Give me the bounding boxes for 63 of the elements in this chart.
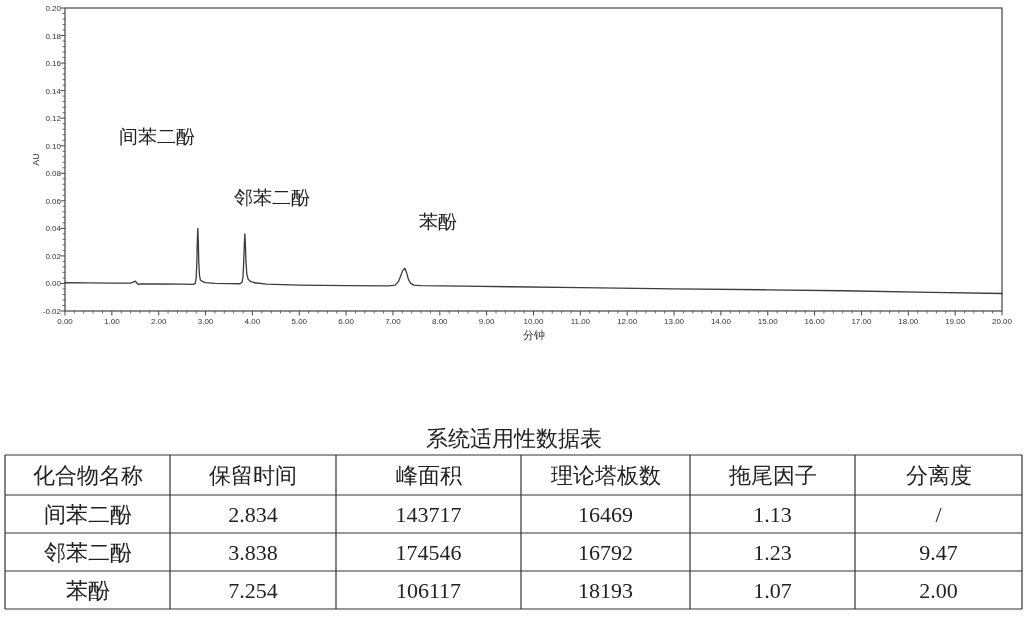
y-tick-label: 0.12 bbox=[45, 114, 62, 124]
category-label: 保留时间 bbox=[209, 462, 297, 488]
text: 系统适用性数据表 bbox=[425, 425, 602, 451]
x-axis-title: 分钟 bbox=[522, 329, 545, 341]
text: 化合物名称 bbox=[32, 462, 143, 488]
text: 3.838 bbox=[228, 539, 278, 565]
x-tick-label: 1.00 bbox=[104, 317, 121, 326]
annotation: 苯酚 bbox=[418, 211, 457, 233]
x-tick-label: 5.00 bbox=[291, 317, 308, 326]
y-tick-label: 0.10 bbox=[45, 141, 62, 151]
text: 16792 bbox=[578, 539, 633, 565]
text: 9.47 bbox=[919, 539, 958, 565]
text: 1.07 bbox=[753, 577, 792, 603]
text: 174546 bbox=[395, 539, 462, 565]
category-label: 邻苯二酚 bbox=[43, 539, 132, 565]
y-tick-label: 0.20 bbox=[45, 4, 62, 13]
x-tick-label: 15.00 bbox=[757, 317, 779, 326]
category-label: 峰面积 bbox=[395, 462, 462, 488]
y-tick-label: -0.02 bbox=[42, 307, 62, 316]
category-label: 拖尾因子 bbox=[727, 462, 817, 488]
text: 16469 bbox=[578, 501, 633, 527]
x-tick-label: 6.00 bbox=[338, 317, 355, 326]
text: 2.00 bbox=[919, 577, 958, 603]
text: 1.13 bbox=[753, 501, 792, 527]
x-tick-label: 14.00 bbox=[710, 317, 732, 326]
x-tick-label: 20.00 bbox=[991, 317, 1013, 326]
category-label: 间苯二酚 bbox=[43, 501, 132, 527]
annotation: 邻苯二酚 bbox=[233, 187, 310, 209]
y-tick-label: 0.02 bbox=[45, 251, 62, 261]
annotation: 间苯二酚 bbox=[118, 125, 195, 147]
x-tick-label: 9.00 bbox=[478, 317, 495, 326]
text: 143717 bbox=[395, 501, 462, 527]
x-tick-label: 3.00 bbox=[197, 317, 214, 326]
y-axis-title: AU bbox=[31, 153, 41, 166]
x-tick-label: 0.00 bbox=[57, 317, 74, 326]
x-tick-label: 8.00 bbox=[432, 317, 449, 326]
x-tick-label: 16.00 bbox=[804, 317, 826, 326]
category-label: 苯酚 bbox=[65, 577, 110, 603]
text: / bbox=[935, 501, 942, 527]
x-tick-label: 10.00 bbox=[523, 317, 545, 326]
text: 18193 bbox=[578, 577, 633, 603]
category-label: 分离度 bbox=[905, 462, 972, 488]
category-label: 理论塔板数 bbox=[550, 462, 661, 488]
x-tick-label: 19.00 bbox=[945, 317, 966, 326]
x-tick-label: 11.00 bbox=[570, 317, 591, 326]
x-tick-label: 4.00 bbox=[244, 317, 261, 326]
text: 7.254 bbox=[228, 577, 278, 603]
x-tick-label: 17.00 bbox=[851, 317, 872, 326]
text: 106117 bbox=[395, 577, 462, 603]
x-tick-label: 7.00 bbox=[385, 317, 402, 326]
y-tick-label: 0.06 bbox=[45, 196, 62, 206]
x-tick-label: 18.00 bbox=[898, 317, 919, 326]
y-tick-label: 0.14 bbox=[45, 86, 62, 96]
y-tick-label: 0.18 bbox=[45, 31, 62, 41]
x-tick-label: 13.00 bbox=[664, 317, 685, 326]
text: 1.23 bbox=[753, 539, 792, 565]
x-tick-label: 2.00 bbox=[150, 317, 168, 326]
y-tick-label: 0.16 bbox=[45, 59, 62, 69]
y-tick-label: 0.08 bbox=[45, 169, 62, 179]
x-tick-label: 12.00 bbox=[617, 317, 638, 326]
text: 2.834 bbox=[228, 501, 278, 527]
y-tick-label: 0.04 bbox=[45, 224, 62, 234]
y-tick-label: 0.00 bbox=[45, 279, 62, 289]
